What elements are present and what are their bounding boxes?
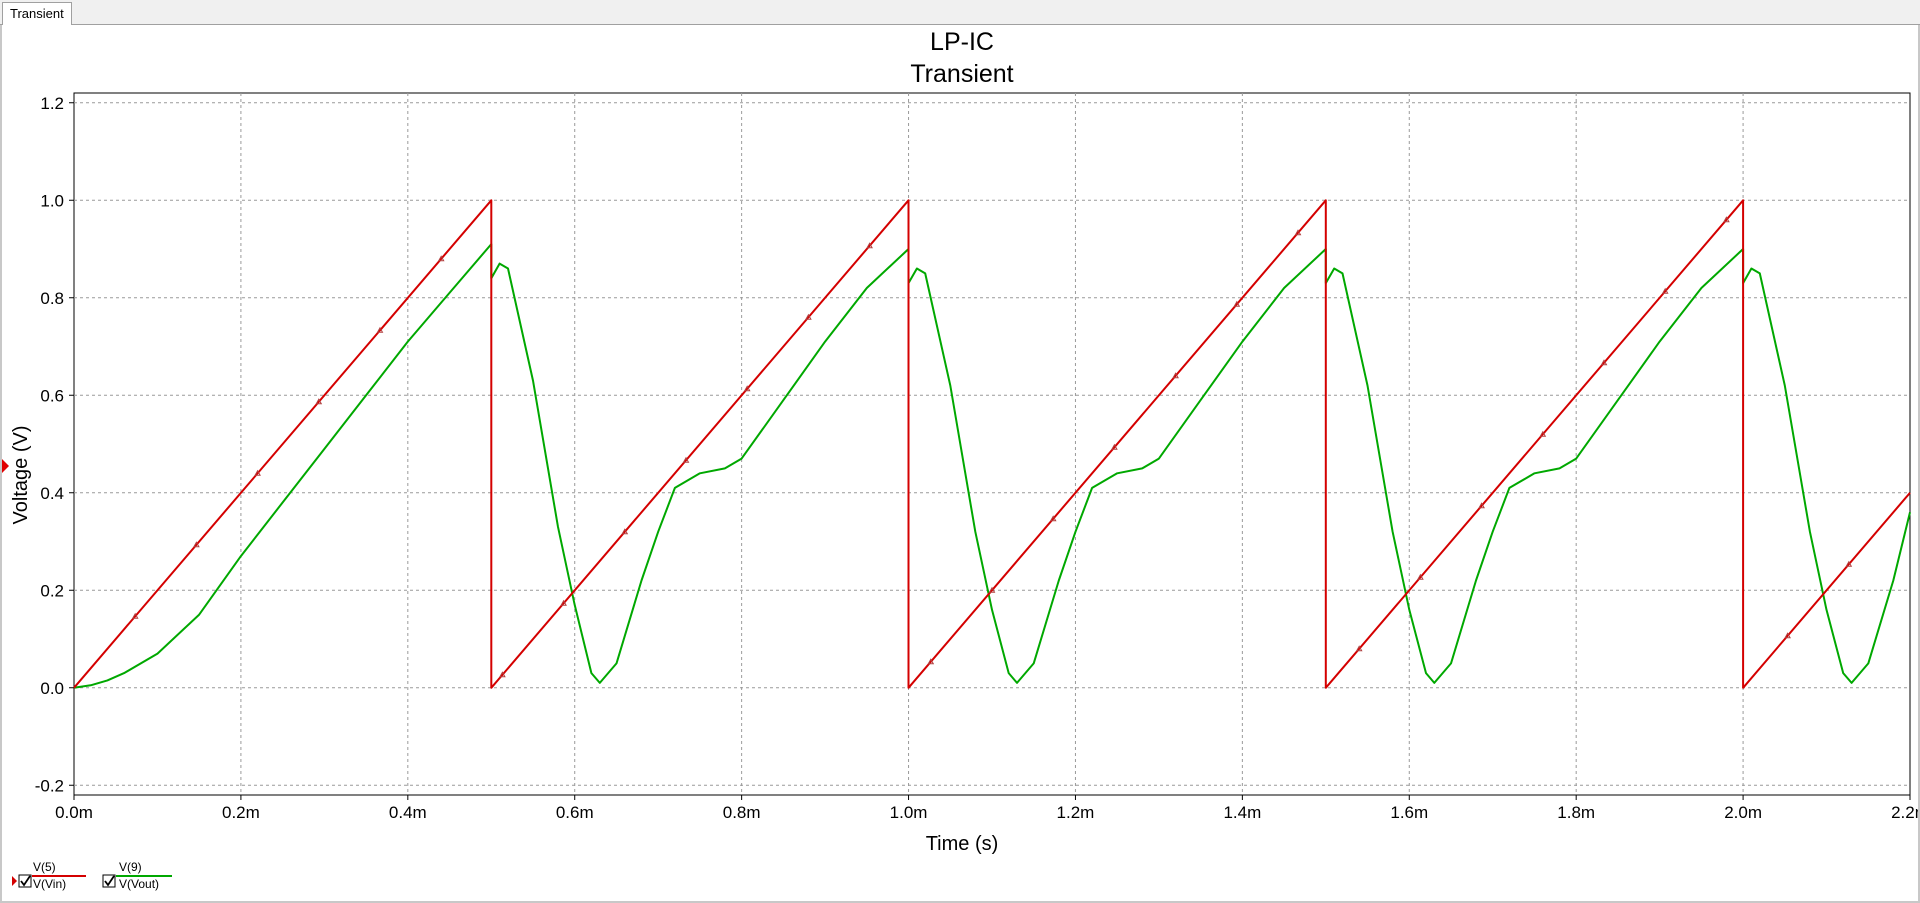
x-tick-labels: 0.0m 0.2m 0.4m 0.6m 0.8m 1.0m 1.2m 1.4m 1.6m 1.8m…: [55, 795, 1918, 822]
series-marker-v-vin: [499, 671, 506, 678]
legend-item-vin[interactable]: V(5) V(Vin): [12, 860, 86, 891]
x-tick-label: 1.4m: [1223, 803, 1261, 822]
active-trace-icon: [12, 876, 17, 886]
series-marker-v-vin: [621, 528, 629, 535]
series-marker-v-vin: [927, 658, 935, 665]
x-tick-label: 2.2m: [1891, 803, 1918, 822]
x-tick-label: 0.4m: [389, 803, 427, 822]
legend-item-vout[interactable]: V(9) V(Vout): [102, 860, 172, 891]
legend: V(5) V(Vin) V(9) V(Vout): [12, 860, 172, 891]
legend-label-vin: V(Vin): [33, 877, 66, 891]
tab-bar: Transient: [0, 0, 1920, 25]
legend-label-vout: V(Vout): [119, 877, 159, 891]
y-tick-label: 1.2: [40, 94, 64, 113]
chart-frame: 0.0m 0.2m 0.4m 0.6m 0.8m 1.0m 1.2m 1.4m 1.6m 1.8m…: [0, 25, 1920, 903]
series-marker-v-vin: [1661, 287, 1669, 294]
series-marker-v-vin: [1600, 359, 1608, 366]
y-tick-label: 1.0: [40, 191, 64, 210]
series-marker-v-vin: [1539, 430, 1547, 437]
series-marker-v-vin: [193, 541, 200, 548]
y-axis-title: Voltage (V): [10, 426, 32, 525]
tab-transient[interactable]: Transient: [2, 2, 72, 25]
legend-probe-vin: V(5): [33, 860, 56, 874]
x-tick-label: 1.2m: [1057, 803, 1095, 822]
series-marker-v-vin: [1172, 372, 1179, 379]
series-marker-v-vin: [805, 313, 812, 320]
series-marker-v-vin: [1355, 645, 1363, 652]
x-tick-label: 0.6m: [556, 803, 594, 822]
series-line-v-vout: [73, 243, 1911, 689]
chart-title: LP-IC: [930, 28, 994, 56]
series-marker-v-vin: [1478, 502, 1485, 509]
y-tick-label: -0.2: [35, 776, 64, 795]
y-tick-label: 0.8: [40, 289, 64, 308]
series-marker-v-vin: [254, 469, 261, 476]
series-marker-v-vin: [988, 586, 996, 593]
x-tick-label: 0.2m: [222, 803, 260, 822]
x-tick-label: 0.8m: [723, 803, 761, 822]
series-marker-v-vin: [315, 398, 323, 405]
y-tick-label: 0.6: [40, 386, 64, 405]
series-marker-v-vin: [866, 242, 873, 249]
plot-area: [73, 92, 1911, 796]
series-marker-v-vin: [1294, 229, 1302, 236]
cursor-marker-icon[interactable]: [2, 459, 9, 473]
series-marker-v-vin: [437, 255, 445, 262]
series-marker-v-vin: [131, 612, 139, 619]
legend-probe-vout: V(9): [119, 860, 142, 874]
series-marker-v-vin: [1049, 515, 1057, 522]
chart-subtitle: Transient: [910, 60, 1013, 88]
series-marker-v-vin: [1845, 560, 1853, 567]
y-tick-labels: -0.2 0.0 0.2 0.4 0.6 0.8 1.0 1.2: [35, 94, 74, 795]
x-tick-label: 1.0m: [890, 803, 928, 822]
x-tick-label: 1.6m: [1390, 803, 1428, 822]
checkmark-icon: [20, 875, 31, 887]
x-axis-title: Time (s): [926, 833, 999, 855]
series-marker-v-vin: [1417, 573, 1424, 580]
series-line-v-vin: [73, 199, 1911, 689]
series-marker-v-vin: [376, 326, 384, 333]
series-marker-v-vin: [560, 599, 567, 606]
checkmark-icon: [104, 875, 115, 887]
y-tick-label: 0.0: [40, 679, 64, 698]
y-tick-label: 0.2: [40, 581, 64, 600]
series-layer: [73, 199, 1911, 689]
series-marker-v-vin: [1233, 300, 1241, 307]
series-marker-v-vin: [1723, 216, 1730, 223]
y-tick-label: 0.4: [40, 484, 64, 503]
chart-background: [2, 25, 1918, 901]
x-tick-label: 1.8m: [1557, 803, 1595, 822]
series-marker-v-vin: [743, 385, 751, 392]
x-tick-label: 0.0m: [55, 803, 93, 822]
transient-chart: 0.0m 0.2m 0.4m 0.6m 0.8m 1.0m 1.2m 1.4m 1.6m 1.8m…: [2, 25, 1918, 901]
series-marker-v-vin: [1111, 443, 1118, 450]
series-marker-v-vin: [1784, 632, 1791, 639]
series-marker-v-vin: [682, 456, 690, 463]
x-tick-label: 2.0m: [1724, 803, 1762, 822]
